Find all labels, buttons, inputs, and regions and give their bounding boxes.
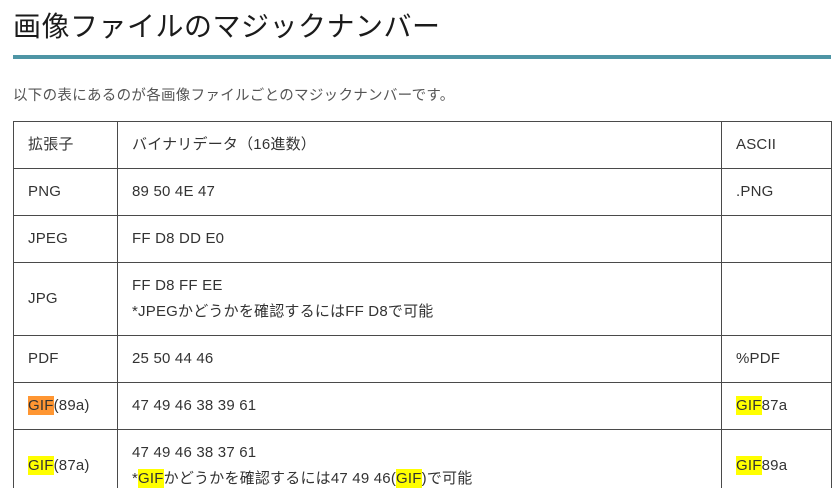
cell-text: PNG <box>28 182 62 200</box>
table-cell <box>721 261 832 336</box>
table-row: JPEG FF D8 DD E0 <box>13 214 832 263</box>
cell-text: * <box>132 469 139 487</box>
cell-line: *GIFかどうかを確認するには47 49 46(GIF)で可能 <box>132 466 707 488</box>
cell-line: 47 49 46 38 37 61 <box>132 440 707 466</box>
table-row: GIF(89a) 47 49 46 38 39 61 GIF87a <box>13 381 832 430</box>
cell-text: 89 50 4E 47 <box>132 182 216 200</box>
cell-line: PDF <box>28 346 103 372</box>
cell-text: JPEG <box>28 229 68 247</box>
cell-text: 87a <box>761 396 788 414</box>
cell-text: %PDF <box>736 349 781 367</box>
cell-line: GIF(87a) <box>28 453 103 479</box>
cell-line: %PDF <box>736 346 817 372</box>
table-row: GIF(87a) 47 49 46 38 37 61 *GIFかどうかを確認するには… <box>13 428 832 488</box>
cell-line: FF D8 DD E0 <box>132 226 707 252</box>
intro-text: 以下の表にあるのが各画像ファイルごとのマジックナンバーです。 <box>13 87 455 104</box>
table-cell: .PNG <box>721 167 832 216</box>
table-cell: 89 50 4E 47 <box>117 167 722 216</box>
table-cell: %PDF <box>721 334 832 383</box>
highlighted-text: GIF <box>28 395 54 415</box>
cell-text: 47 49 46 38 39 61 <box>132 396 257 414</box>
cell-text: PDF <box>28 349 59 367</box>
cell-line: JPG <box>28 286 103 312</box>
table-row: PDF 25 50 44 46 %PDF <box>13 334 832 383</box>
cell-text: FF D8 FF EE <box>132 276 223 294</box>
table-cell: PNG <box>13 167 118 216</box>
table-cell: FF D8 DD E0 <box>117 214 722 263</box>
highlighted-text: GIF <box>736 395 762 415</box>
highlighted-text: GIF <box>396 468 422 488</box>
table-cell: JPG <box>13 261 118 336</box>
cell-line: 89 50 4E 47 <box>132 179 707 205</box>
table-header-row: 拡張子 バイナリデータ（16進数） ASCII <box>13 120 832 169</box>
table-cell: PDF <box>13 334 118 383</box>
table-cell: GIF89a <box>721 428 832 488</box>
table-cell: 25 50 44 46 <box>117 334 722 383</box>
cell-line: JPEG <box>28 226 103 252</box>
cell-line: FF D8 FF EE <box>132 273 707 299</box>
cell-text: FF D8 DD E0 <box>132 229 225 247</box>
cell-text: (87a) <box>53 456 90 474</box>
cell-text: *JPEGかどうかを確認するにはFF D8で可能 <box>132 302 434 320</box>
cell-line <box>736 286 817 312</box>
highlighted-text: GIF <box>736 455 762 475</box>
cell-text: かどうかを確認するには47 49 46( <box>163 469 397 487</box>
highlighted-text: GIF <box>138 468 164 488</box>
cell-line: 25 50 44 46 <box>132 346 707 372</box>
magic-number-table: 拡張子 バイナリデータ（16進数） ASCII PNG 89 50 4E 47 .P… <box>13 120 832 488</box>
table-cell <box>721 214 832 263</box>
page-title: 画像ファイルのマジックナンバー <box>13 11 441 42</box>
cell-text: 47 49 46 38 37 61 <box>132 443 257 461</box>
cell-line: .PNG <box>736 179 817 205</box>
cell-text: JPG <box>28 289 58 307</box>
table-cell: 47 49 46 38 37 61 *GIFかどうかを確認するには47 49 46… <box>117 428 722 488</box>
cell-text: 25 50 44 46 <box>132 349 214 367</box>
cell-line: GIF89a <box>736 453 817 479</box>
header-binary-data: バイナリデータ（16進数） <box>117 120 722 169</box>
cell-line: *JPEGかどうかを確認するにはFF D8で可能 <box>132 299 707 325</box>
table-row: JPG FF D8 FF EE *JPEGかどうかを確認するにはFF D8で可能 <box>13 261 832 336</box>
highlighted-text: GIF <box>28 455 54 475</box>
cell-line: GIF(89a) <box>28 393 103 419</box>
cell-line <box>736 226 817 252</box>
cell-text: (89a) <box>53 396 90 414</box>
table-body: PNG 89 50 4E 47 .PNG JPEG FF D8 DD E0 JPG FF D… <box>13 167 832 488</box>
cell-text: )で可能 <box>421 469 473 487</box>
table-cell: GIF(89a) <box>13 381 118 430</box>
table-row: PNG 89 50 4E 47 .PNG <box>13 167 832 216</box>
table-cell: GIF87a <box>721 381 832 430</box>
table-cell: JPEG <box>13 214 118 263</box>
table-cell: GIF(87a) <box>13 428 118 488</box>
cell-text: .PNG <box>736 182 774 200</box>
header-ascii: ASCII <box>721 120 832 169</box>
table-cell: FF D8 FF EE *JPEGかどうかを確認するにはFF D8で可能 <box>117 261 722 336</box>
title-underline <box>13 54 831 59</box>
cell-line: GIF87a <box>736 393 817 419</box>
cell-line: 47 49 46 38 39 61 <box>132 393 707 419</box>
header-extension: 拡張子 <box>13 120 118 169</box>
cell-text: 89a <box>761 456 788 474</box>
table-cell: 47 49 46 38 39 61 <box>117 381 722 430</box>
table-header: 拡張子 バイナリデータ（16進数） ASCII <box>13 120 832 169</box>
cell-line: PNG <box>28 179 103 205</box>
